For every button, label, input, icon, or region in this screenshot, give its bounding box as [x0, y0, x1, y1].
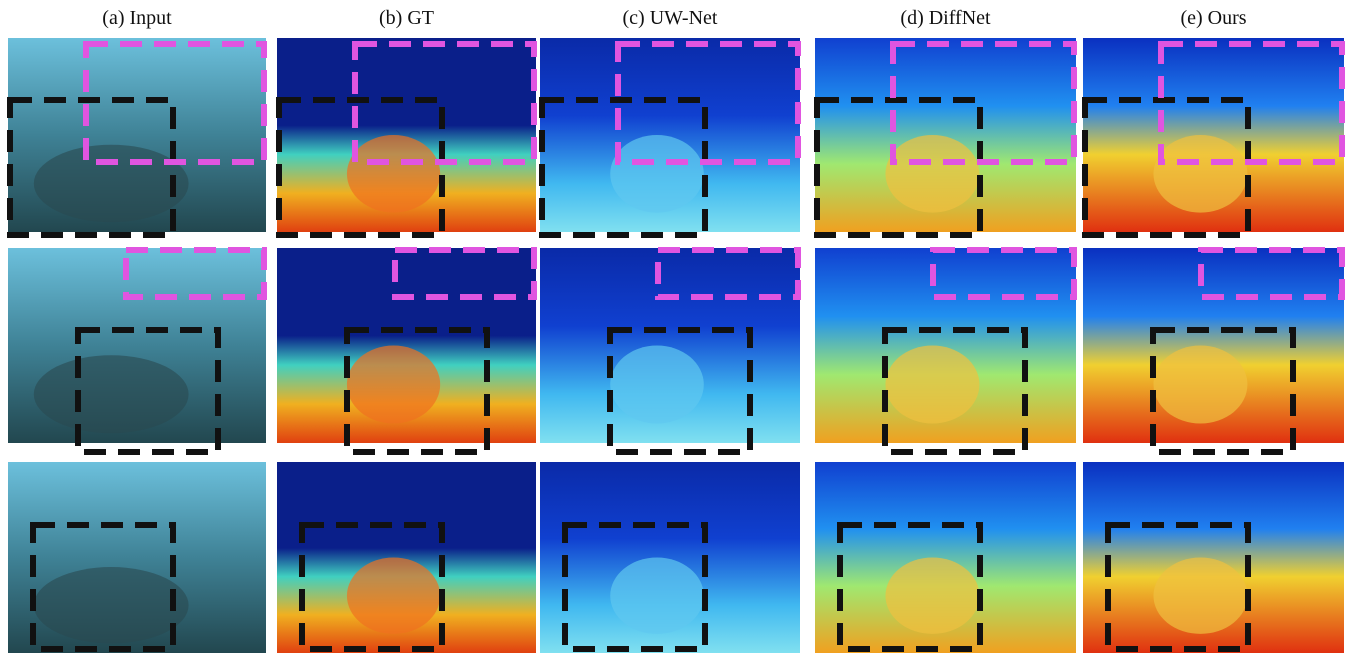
highlight-box — [1150, 327, 1296, 455]
highlight-box — [890, 41, 1077, 165]
highlight-box — [814, 97, 983, 238]
highlight-box — [1082, 97, 1251, 238]
depth-region — [610, 345, 704, 424]
highlight-box — [83, 41, 267, 165]
column-header: (e) Ours — [1180, 7, 1246, 29]
depth-region — [1153, 135, 1248, 213]
rock — [33, 144, 189, 223]
rock — [33, 355, 189, 434]
highlight-box — [607, 327, 753, 455]
depth-region — [346, 557, 441, 634]
highlight-box — [392, 247, 537, 300]
depth-region — [885, 557, 980, 634]
highlight-box — [539, 97, 708, 238]
highlight-box — [123, 247, 267, 300]
highlight-box — [30, 522, 176, 652]
column-header: (a) Input — [102, 7, 172, 29]
rock — [33, 567, 189, 644]
highlight-box — [615, 41, 801, 165]
highlight-box — [7, 97, 176, 238]
depth-region — [346, 135, 441, 213]
depth-region — [885, 345, 980, 424]
highlight-box — [1158, 41, 1345, 165]
depth-region — [610, 135, 704, 213]
highlight-box — [562, 522, 708, 652]
highlight-box — [930, 247, 1077, 300]
column-header: (d) DiffNet — [900, 7, 991, 29]
highlight-box — [1105, 522, 1251, 652]
depth-region — [1153, 557, 1248, 634]
highlight-box — [837, 522, 983, 652]
highlight-box — [352, 41, 537, 165]
depth-region — [1153, 345, 1248, 424]
highlight-box — [882, 327, 1028, 455]
highlight-box — [344, 327, 490, 455]
highlight-box — [75, 327, 221, 455]
column-header: (b) GT — [379, 7, 434, 29]
highlight-box — [276, 97, 445, 238]
depth-region — [346, 345, 441, 424]
depth-region — [610, 557, 704, 634]
highlight-box — [1198, 247, 1345, 300]
highlight-box — [299, 522, 445, 652]
column-header: (c) UW-Net — [623, 7, 718, 29]
highlight-box — [655, 247, 801, 300]
depth-region — [885, 135, 980, 213]
